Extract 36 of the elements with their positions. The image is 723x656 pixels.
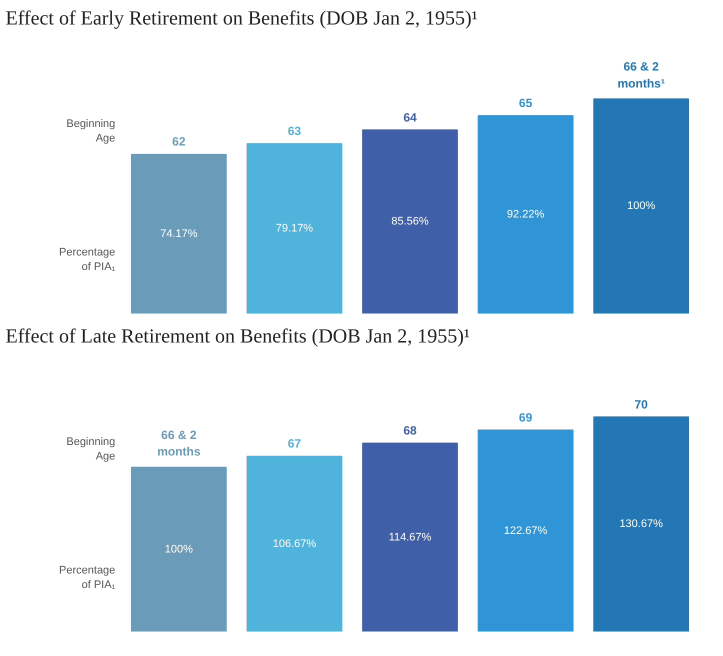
x-tick-label: 64	[403, 110, 418, 124]
bar	[593, 98, 690, 314]
bar	[246, 456, 342, 632]
data-label: 130.67%	[619, 518, 664, 530]
chart-title: Effect of Late Retirement on Benefits (DOB Jan 2, 1955)¹	[6, 326, 470, 348]
x-tick-label: 66 & 2 months	[157, 428, 201, 459]
data-label: 122.67%	[504, 524, 548, 537]
data-label: 92.22%	[506, 208, 544, 221]
x-tick-label: 66 & 2 months¹	[617, 60, 665, 90]
data-label: 79.17%	[276, 222, 314, 235]
bar	[362, 129, 458, 314]
x-tick-label: 69	[518, 410, 533, 424]
data-label: 100%	[627, 200, 656, 212]
bar	[362, 442, 458, 632]
x-tick-label: 62	[172, 134, 186, 149]
bar	[478, 430, 574, 632]
data-label: 114.67%	[388, 531, 432, 544]
data-label: 106.67%	[272, 538, 316, 550]
bar	[246, 143, 342, 314]
bar	[130, 466, 227, 632]
data-label: 100%	[164, 543, 194, 556]
chart-title: Effect of Early Retirement on Benefits (DOB Jan 2, 1955)¹	[6, 8, 478, 30]
data-label: 85.56%	[391, 216, 429, 228]
x-tick-label: 67	[288, 436, 302, 451]
text: Percentage of PIA₁	[59, 246, 116, 274]
bar	[478, 115, 574, 314]
data-label: 74.17%	[160, 228, 198, 240]
x-tick-label: 65	[518, 96, 533, 110]
x-tick-label: 63	[288, 124, 302, 138]
text: Percentage of PIA₁	[59, 564, 116, 592]
text: Beginning Age	[66, 118, 116, 144]
bar	[593, 416, 690, 632]
bar	[130, 154, 227, 314]
x-tick-label: 68	[403, 424, 418, 438]
x-tick-label: 70	[634, 397, 648, 412]
text: Beginning Age	[66, 436, 116, 462]
